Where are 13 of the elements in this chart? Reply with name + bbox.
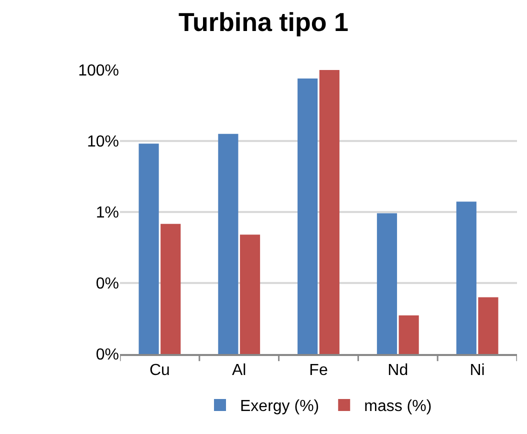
y-tick-label: 10% <box>86 134 119 151</box>
legend-label: Exergy (%) <box>240 398 320 416</box>
y-tick-label: 1% <box>96 204 119 222</box>
y-tick-label: 0% <box>96 276 119 293</box>
y-tick-label: 100% <box>78 62 119 80</box>
x-tick-label: Al <box>232 362 246 379</box>
legend-label: mass (%) <box>364 398 432 416</box>
x-tick-label: Fe <box>309 362 328 379</box>
x-tick-label: Nd <box>388 362 408 379</box>
chart-title: Turbina tipo 1 <box>178 7 348 38</box>
y-tick-label: 0% <box>96 346 119 364</box>
x-tick-label: Ni <box>470 362 485 379</box>
x-tick-label: Cu <box>149 362 170 379</box>
